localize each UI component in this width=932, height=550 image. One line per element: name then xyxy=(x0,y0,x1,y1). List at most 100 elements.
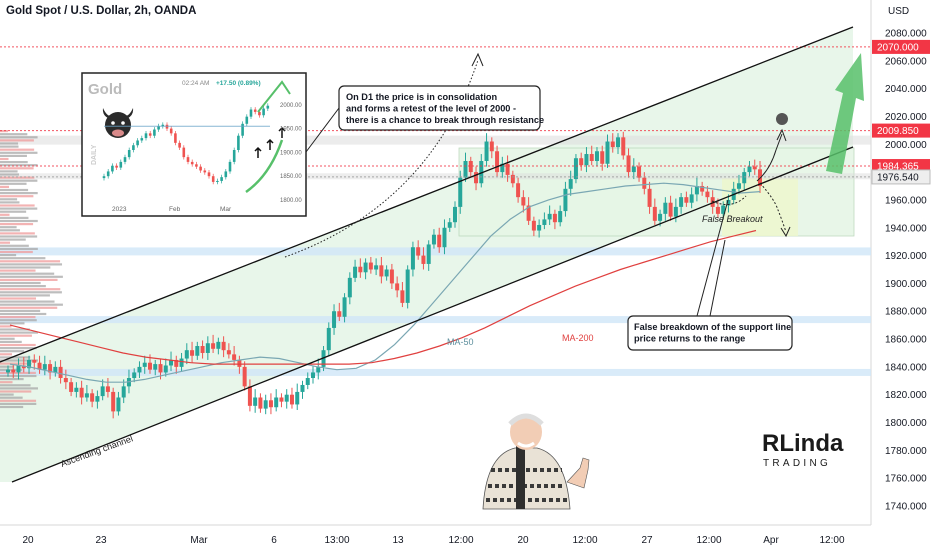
candle-body xyxy=(468,160,473,173)
candle-body xyxy=(752,166,757,170)
inset-change: +17.50 (0.89%) xyxy=(216,80,261,87)
volume-profile-bar xyxy=(0,133,28,136)
candle-body xyxy=(552,213,557,223)
volume-profile-bar xyxy=(0,405,24,409)
inset-candle-body xyxy=(161,124,165,127)
level-band-1977 xyxy=(0,173,871,180)
volume-profile-bar xyxy=(0,368,23,371)
note-line: On D1 the price is in consolidation xyxy=(346,92,497,102)
volume-profile-bar xyxy=(0,278,58,281)
candle-body xyxy=(736,183,741,189)
candle-body xyxy=(368,262,373,270)
candle-body xyxy=(642,177,647,189)
candle-body xyxy=(6,369,10,373)
x-tick-label: 13:00 xyxy=(324,535,349,546)
candle-body xyxy=(694,186,699,195)
price-tag-label: 1984.365 xyxy=(877,162,919,173)
candle-body xyxy=(521,197,526,206)
inset-y-label: 1800.00 xyxy=(280,198,302,204)
candle-body xyxy=(363,262,368,273)
x-tick-label: 12:00 xyxy=(819,535,844,546)
candle-body xyxy=(316,366,321,373)
candle-body xyxy=(489,141,494,152)
inset-candle-body xyxy=(232,150,236,162)
candle-body xyxy=(463,160,468,178)
inset-candle-body xyxy=(127,150,131,158)
inset-candle-body xyxy=(115,165,118,168)
candle-body xyxy=(447,222,452,228)
thumbs-up-person-illustration xyxy=(482,413,590,510)
volume-profile-bar xyxy=(0,399,37,402)
candle-body xyxy=(547,213,552,220)
candle-body xyxy=(573,158,578,180)
y-tick-label: 2060.000 xyxy=(885,56,927,67)
volume-profile-bar xyxy=(0,142,19,145)
candle-body xyxy=(63,378,68,383)
candle-body xyxy=(384,269,389,277)
alt-arrowhead xyxy=(780,226,791,238)
y-tick-label: 1960.000 xyxy=(885,195,927,206)
volume-profile-bar xyxy=(0,309,41,312)
candle-body xyxy=(174,359,179,367)
volume-profile-bar xyxy=(0,161,28,164)
candle-body xyxy=(200,346,205,353)
candle-body xyxy=(631,166,636,173)
volume-profile-bar xyxy=(0,207,38,210)
breakdown-note: False breakdown of the support line price… xyxy=(627,315,793,351)
volume-profile-bar xyxy=(0,179,38,182)
candle-body xyxy=(21,365,26,369)
volume-profile-bar xyxy=(0,322,25,325)
candle-body xyxy=(747,166,752,173)
volume-profile-bar xyxy=(0,260,61,263)
volume-profile-bar xyxy=(0,331,38,334)
candle-body xyxy=(431,234,436,245)
volume-profile-bar xyxy=(0,223,34,226)
candle-body xyxy=(705,191,710,198)
candle-body xyxy=(663,202,668,214)
volume-profile-bar xyxy=(0,328,30,331)
inset-candle-body xyxy=(169,128,173,134)
volume-profile-bar xyxy=(0,210,27,213)
volume-profile-bar xyxy=(0,170,18,173)
candle-body xyxy=(279,397,284,402)
volume-profile-bar xyxy=(0,232,35,235)
x-tick-label: Mar xyxy=(190,535,208,546)
volume-profile-bar xyxy=(0,157,9,161)
candle-body xyxy=(347,277,352,298)
candle-body xyxy=(342,297,347,317)
volume-profile-bar xyxy=(0,300,55,303)
candle-body xyxy=(458,177,463,207)
inset-candles xyxy=(102,80,291,194)
candle-body xyxy=(247,386,252,406)
moving-averages xyxy=(9,182,761,383)
inset-candle-body xyxy=(266,105,270,109)
candle-body xyxy=(721,205,726,214)
candle-body xyxy=(715,206,720,214)
inset-candle-body xyxy=(132,145,135,150)
y-tick-label: 1780.000 xyxy=(885,446,927,457)
volume-profile-bar xyxy=(0,254,17,257)
candles xyxy=(6,131,762,419)
volume-profile-bar xyxy=(0,164,38,167)
inset-candle-body xyxy=(224,171,228,178)
volume-profile-bar xyxy=(0,387,38,390)
volume-profile-bar xyxy=(0,136,38,139)
svg-text:TRADING: TRADING xyxy=(763,458,831,469)
volume-profile-bar xyxy=(0,198,18,201)
candle-body xyxy=(673,206,678,217)
volume-profile-bar xyxy=(0,294,50,297)
candle-body xyxy=(379,265,384,277)
y-tick-label: 1920.000 xyxy=(885,251,927,262)
candle-body xyxy=(111,391,116,412)
y-tick-label: 1900.000 xyxy=(885,279,927,290)
candle-body xyxy=(53,366,58,373)
candle-body xyxy=(626,155,631,173)
volume-profile-bar xyxy=(0,365,15,368)
candle-body xyxy=(69,382,74,392)
candle-body xyxy=(95,396,100,402)
candle-body xyxy=(652,206,657,221)
inset-y-label: 1850.00 xyxy=(280,174,302,180)
note-line: False breakdown of the support line xyxy=(634,322,791,332)
y-tick-label: 1940.000 xyxy=(885,223,927,234)
